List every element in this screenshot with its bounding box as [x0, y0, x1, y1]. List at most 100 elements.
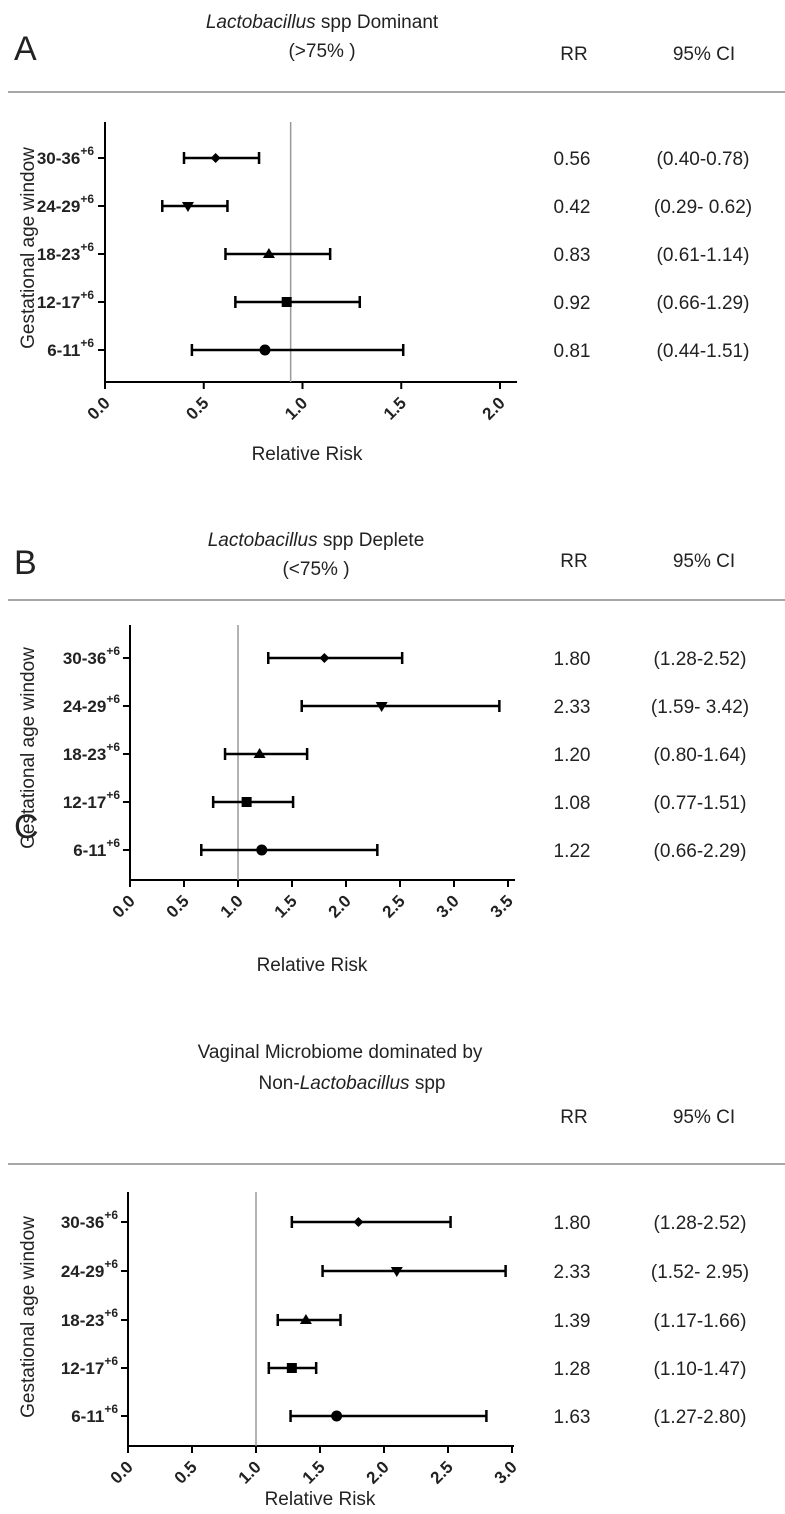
panel-c-row-1-label-sup: +6 [104, 1257, 118, 1271]
panel-c-row-0-ci-value: (1.28-2.52) [654, 1213, 747, 1234]
panel-a-row-3-marker [281, 297, 292, 307]
panel-b-row-3-ci-value: (0.77-1.51) [654, 793, 747, 814]
panel-c-xtick-label-5: 2.5 [427, 1457, 457, 1487]
panel-b-plot: 0.0 0.5 1.0 1.5 2.0 2.5 3.0 3.530-36+6 1.80 (1.28… [63, 625, 749, 922]
panel-b-ci-header: 95% CI [673, 551, 735, 572]
panel-a-title-line2: (>75% ) [288, 41, 355, 62]
panel-b-row-4-rr-value: 1.22 [554, 841, 591, 862]
panel-a-letter: A [14, 30, 37, 68]
panel-b: B Lactobacillus spp Deplete (<75% ) RR 9… [8, 530, 785, 976]
panel-c-xtick-label-6: 3.0 [491, 1457, 521, 1487]
panel-b-row-0-label-sup: +6 [106, 644, 120, 658]
panel-c-row-3-rr-value: 1.28 [554, 1359, 591, 1380]
panel-c-row-3-ci-value: (1.10-1.47) [654, 1359, 747, 1380]
panel-b-xtick-label-7: 3.5 [487, 891, 517, 921]
panel-c-title-line2: Non-Lactobacillus spp [259, 1073, 446, 1094]
panel-a-row-3-label: 12-17+6 [37, 288, 94, 312]
panel-c-row-4-label-sup: +6 [104, 1402, 118, 1416]
panel-b-row-1-marker [375, 702, 388, 712]
panel-c-row-2-label: 18-23+6 [61, 1306, 118, 1330]
panel-b-xtick-label-0: 0.0 [109, 891, 139, 921]
panel-b-row-3-label-sup: +6 [106, 788, 120, 802]
panel-c-row-3-label-sup: +6 [104, 1354, 118, 1368]
panel-c-row-1-label-base: 24-29 [61, 1262, 104, 1281]
panel-b-row-1-label-sup: +6 [106, 692, 120, 706]
panel-c-row-4-rr-value: 1.63 [554, 1407, 591, 1428]
panel-b-xlabel: Relative Risk [257, 955, 368, 976]
panel-c-xtick-label-2: 1.0 [235, 1457, 265, 1487]
panel-a-row-2-label-base: 18-23 [37, 245, 80, 264]
panel-a: A Lactobacillus spp Dominant (>75% ) RR … [8, 12, 785, 465]
panel-a-row-2-ci-value: (0.61-1.14) [657, 245, 750, 266]
panel-b-rr-header: RR [560, 551, 587, 572]
panel-a-row-0-label: 30-36+6 [37, 144, 94, 168]
panel-a-xtick-label-2: 1.0 [281, 393, 311, 423]
panel-b-row-2-marker [253, 748, 266, 758]
panel-c-row-2-label-base: 18-23 [61, 1311, 104, 1330]
panel-a-row-0-rr-value: 0.56 [554, 149, 591, 170]
panel-a-row-4-label-sup: +6 [80, 336, 94, 350]
panel-c-row-0-label: 30-36+6 [61, 1208, 118, 1232]
panel-a-row-1-rr-value: 0.42 [554, 197, 591, 218]
panel-b-row-1-label: 24-29+6 [63, 692, 120, 716]
panel-c-letter: C [14, 808, 39, 846]
panel-b-row-0-marker [319, 653, 330, 663]
panel-a-row-3-label-base: 12-17 [37, 293, 80, 312]
panel-b-row-1-ci-value: (1.59- 3.42) [651, 697, 749, 718]
panel-b-row-3-label: 12-17+6 [63, 788, 120, 812]
panel-b-title-italic: Lactobacillus [208, 530, 318, 551]
panel-b-row-0-ci-value: (1.28-2.52) [654, 649, 747, 670]
panel-a-title-line1: Lactobacillus spp Dominant [206, 12, 439, 33]
panel-a-row-1-label-base: 24-29 [37, 197, 80, 216]
panel-c-row-4-label: 6-11+6 [71, 1402, 118, 1426]
panel-a-title-italic: Lactobacillus [206, 12, 316, 33]
panel-a-ci-header: 95% CI [673, 44, 735, 65]
panel-c-row-3-label: 12-17+6 [61, 1354, 118, 1378]
panel-b-letter: B [14, 544, 37, 582]
panel-a-row-4-label: 6-11+6 [47, 336, 94, 360]
panel-a-row-4-marker [259, 344, 271, 356]
panel-a-row-1-label-sup: +6 [80, 192, 94, 206]
panel-b-row-3-label-base: 12-17 [63, 793, 106, 812]
panel-c-title-pre: Non- [259, 1073, 300, 1094]
panel-a-row-1-marker [181, 202, 194, 212]
panel-b-row-0-label-base: 30-36 [63, 649, 106, 668]
panel-a-row-1-label: 24-29+6 [37, 192, 94, 216]
panel-a-xtick-label-1: 0.5 [182, 393, 212, 423]
panel-b-row-1-rr-value: 2.33 [554, 697, 591, 718]
panel-c-title-line1: Vaginal Microbiome dominated by [198, 1042, 483, 1063]
panel-c-row-3-label-base: 12-17 [61, 1359, 104, 1378]
panel-a-xtick-label-3: 1.5 [380, 393, 410, 423]
panel-c-row-1-label: 24-29+6 [61, 1257, 118, 1281]
panel-a-row-4-rr-value: 0.81 [554, 341, 591, 362]
panel-b-row-2-label-base: 18-23 [63, 745, 106, 764]
panel-b-xtick-label-4: 2.0 [325, 891, 355, 921]
panel-c-xlabel: Relative Risk [265, 1489, 376, 1510]
panel-b-row-2-ci-value: (0.80-1.64) [654, 745, 747, 766]
panel-b-row-0-rr-value: 1.80 [554, 649, 591, 670]
panel-b-row-4-ci-value: (0.66-2.29) [654, 841, 747, 862]
panel-c-row-4-ci-value: (1.27-2.80) [654, 1407, 747, 1428]
panel-b-row-4-label: 6-11+6 [73, 836, 120, 860]
panel-c-row-0-marker [353, 1217, 364, 1227]
panel-b-row-2-label: 18-23+6 [63, 740, 120, 764]
panel-b-xtick-label-1: 0.5 [163, 891, 193, 921]
panel-a-xtick-label-4: 2.0 [479, 393, 509, 423]
panel-b-row-2-rr-value: 1.20 [554, 745, 591, 766]
panel-c-xtick-label-3: 1.5 [299, 1457, 329, 1487]
panel-c-row-4-marker [331, 1410, 343, 1422]
panel-c-row-1-marker [390, 1267, 403, 1277]
panel-b-title-line2: (<75% ) [282, 559, 349, 580]
panel-a-xlabel: Relative Risk [252, 444, 363, 465]
panel-a-row-4-label-base: 6-11 [47, 341, 80, 360]
panel-c-rr-header: RR [560, 1107, 587, 1128]
panel-b-xtick-label-2: 1.0 [217, 891, 247, 921]
panel-c-row-4-label-base: 6-11 [71, 1407, 104, 1426]
panel-a-row-2-marker [262, 248, 275, 258]
panel-b-row-2-label-sup: +6 [106, 740, 120, 754]
panel-c-row-0-label-base: 30-36 [61, 1213, 104, 1232]
panel-b-row-4-marker [256, 844, 268, 856]
panel-a-row-3-label-sup: +6 [80, 288, 94, 302]
panel-c-xtick-label-0: 0.0 [107, 1457, 137, 1487]
